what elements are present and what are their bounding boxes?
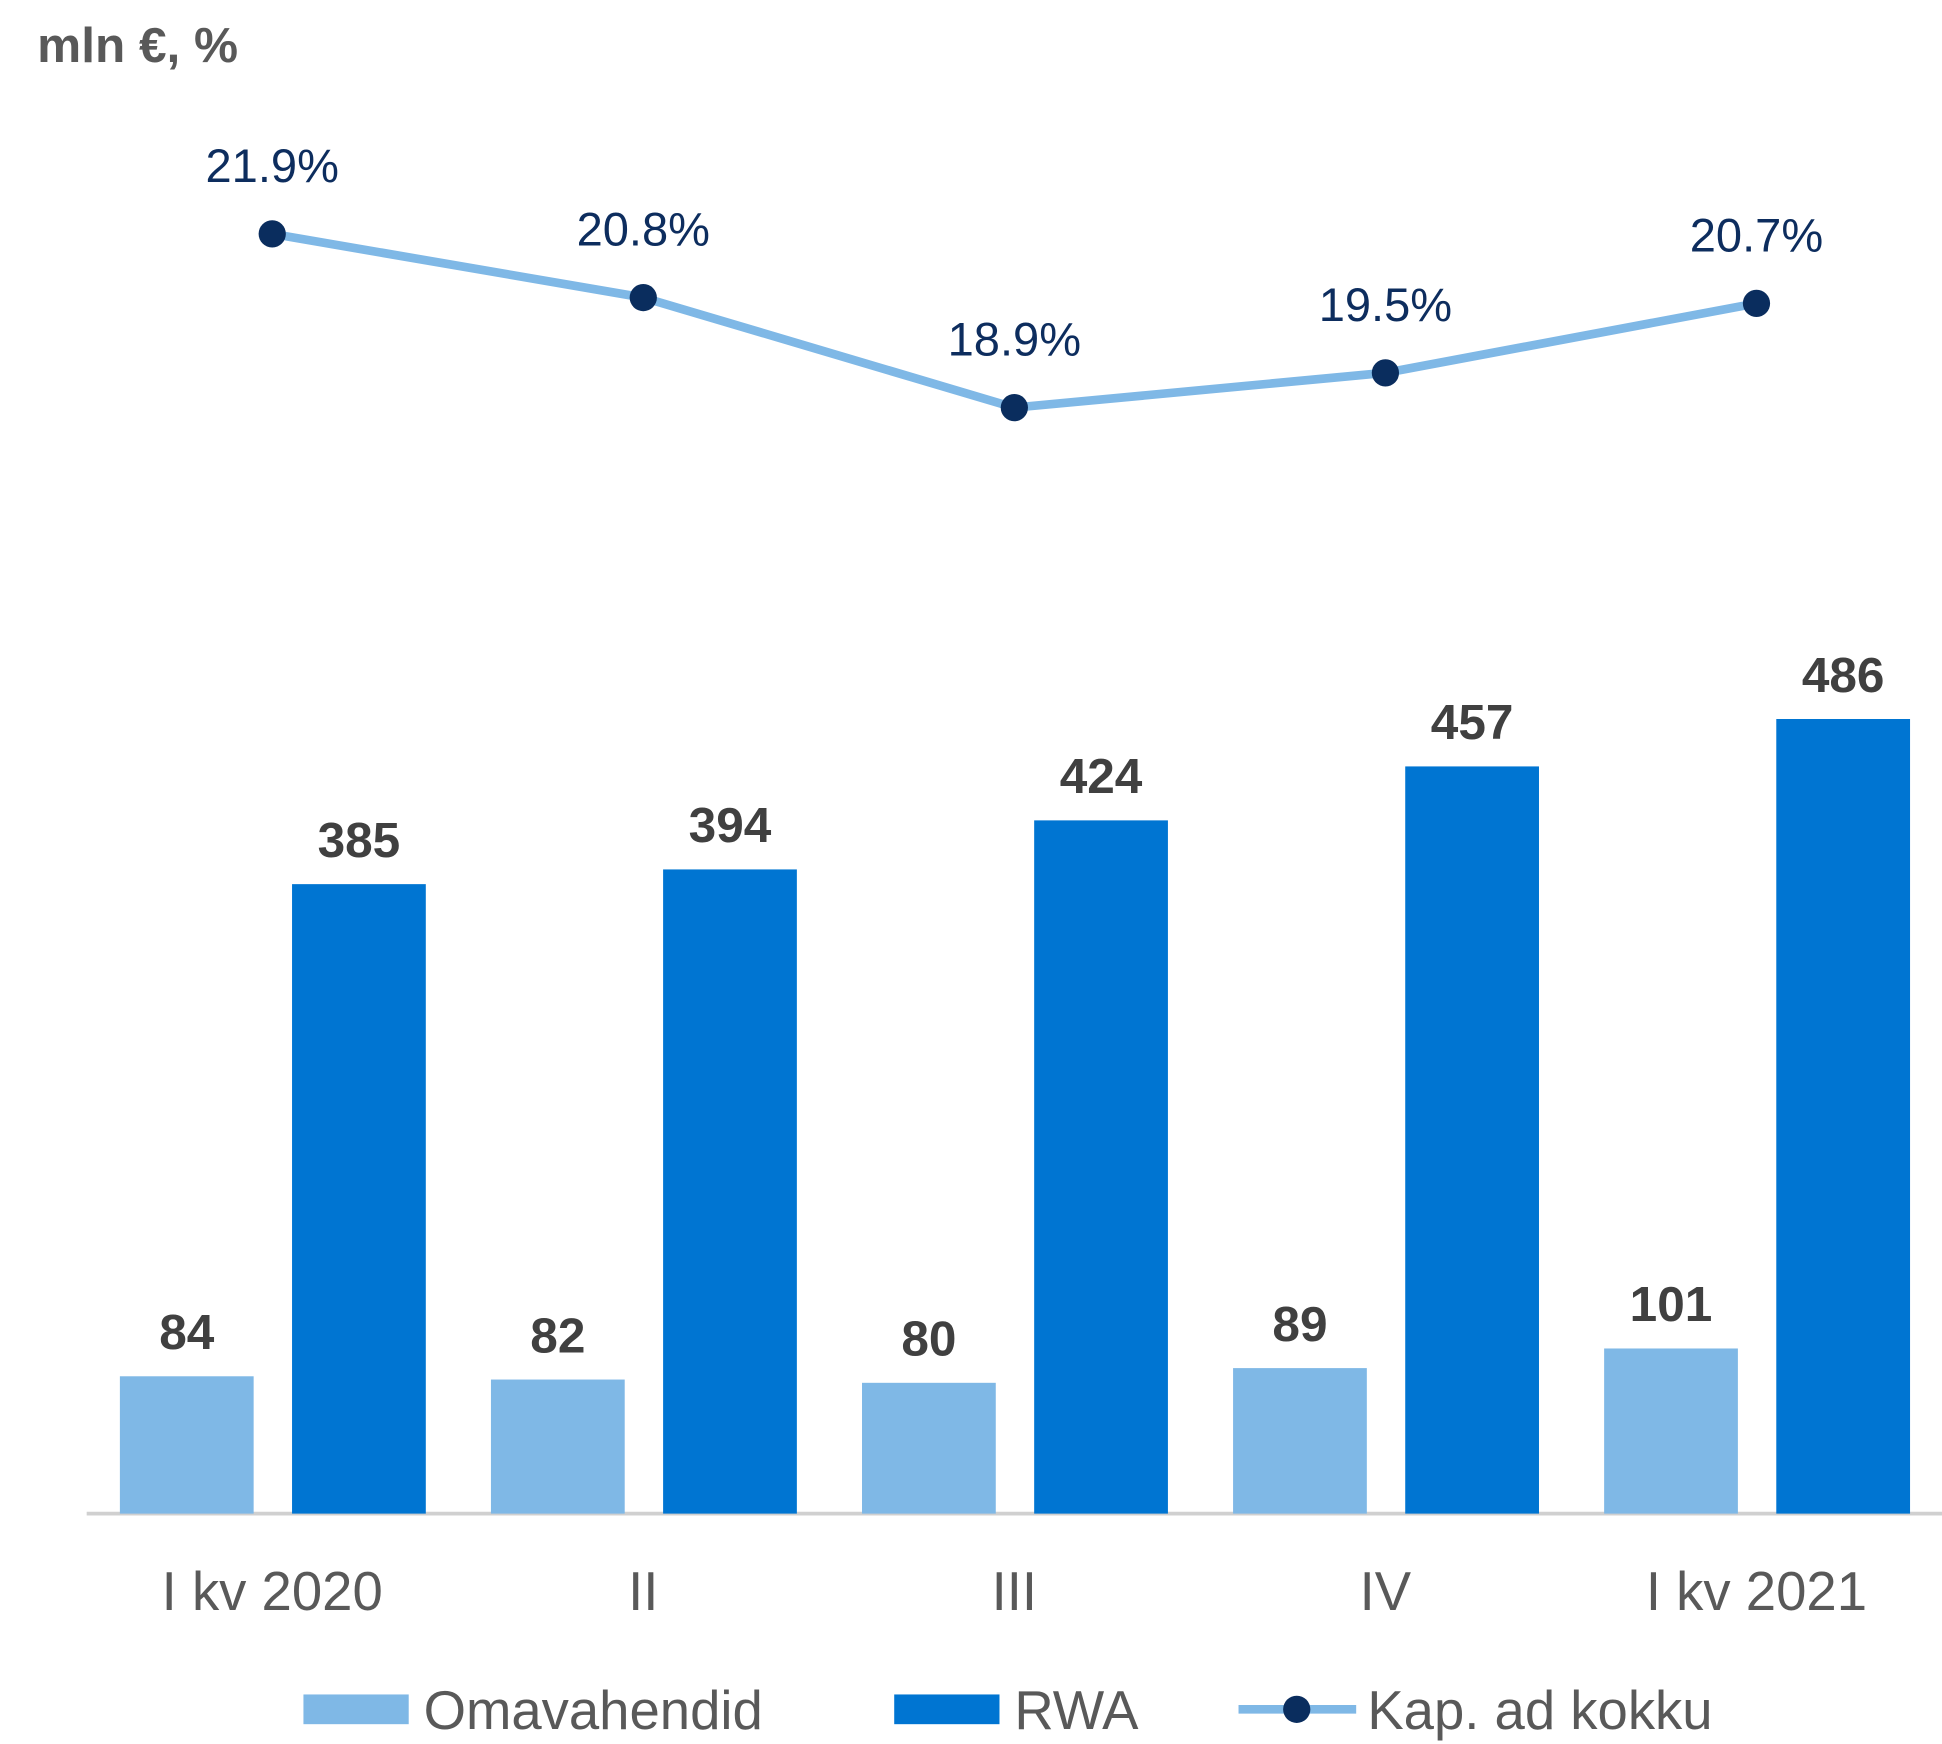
x-tick-label: III: [992, 1561, 1037, 1622]
line-value-label: 20.8%: [577, 203, 710, 256]
bar-value-label: 486: [1802, 648, 1885, 703]
legend-label: Kap. ad kokku: [1367, 1680, 1712, 1741]
bar: [1405, 766, 1539, 1514]
legend-label: Omavahendid: [424, 1680, 763, 1741]
line-value-label: 21.9%: [206, 139, 339, 192]
bar-value-label: 394: [689, 798, 772, 853]
line-marker: [1742, 289, 1771, 317]
x-tick-label: IV: [1360, 1561, 1412, 1622]
bar-value-label: 424: [1060, 749, 1143, 804]
line-value-label: 19.5%: [1319, 278, 1452, 331]
line-value-label: 20.7%: [1690, 208, 1823, 261]
x-tick-label: I kv 2021: [1646, 1561, 1867, 1622]
bar-value-label: 84: [159, 1305, 215, 1360]
bar-value-label: 101: [1630, 1277, 1713, 1332]
bar: [490, 1379, 625, 1514]
x-tick-label: II: [628, 1561, 658, 1622]
bar: [1604, 1348, 1738, 1514]
line-marker: [258, 220, 286, 248]
bar-value-label: 89: [1272, 1297, 1327, 1352]
bar: [1034, 820, 1168, 1514]
legend-marker: [1283, 1695, 1311, 1723]
bar: [862, 1382, 996, 1514]
x-tick-label: I kv 2020: [162, 1561, 383, 1622]
bar: [1233, 1368, 1367, 1514]
legend-swatch: [303, 1694, 409, 1725]
bar-value-label: 82: [530, 1308, 585, 1363]
bar: [119, 1376, 254, 1514]
legend-swatch: [894, 1694, 1000, 1725]
bar: [663, 869, 797, 1514]
line-marker: [629, 283, 657, 312]
bar-value-label: 80: [901, 1312, 956, 1367]
bar: [1776, 719, 1911, 1514]
bar-value-label: 457: [1431, 695, 1514, 750]
chart-title: mln €, %: [37, 18, 238, 73]
bar-value-label: 385: [318, 813, 401, 868]
line-marker: [1000, 393, 1028, 422]
legend-label: RWA: [1014, 1680, 1139, 1741]
line-marker: [1371, 359, 1400, 387]
line-value-label: 18.9%: [948, 313, 1081, 366]
bar: [292, 884, 426, 1514]
